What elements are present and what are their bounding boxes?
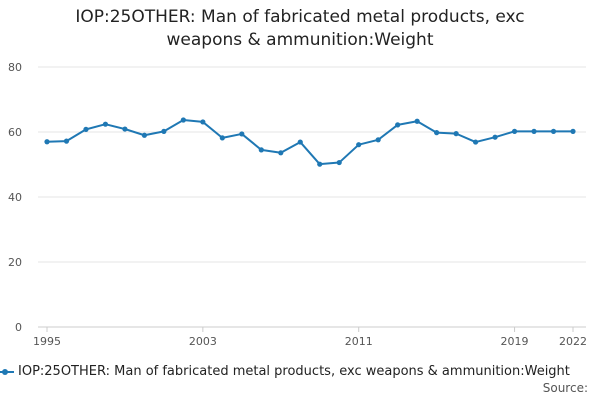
data-point-2006[interactable] [258, 147, 264, 153]
data-point-2016[interactable] [453, 131, 459, 137]
data-point-2013[interactable] [395, 122, 401, 128]
data-point-1996[interactable] [63, 138, 70, 144]
data-point-1999[interactable] [122, 126, 128, 132]
series-group [44, 117, 576, 167]
data-point-2015[interactable] [434, 130, 440, 136]
data-point-2012[interactable] [375, 137, 381, 143]
data-point-1995[interactable] [44, 139, 50, 145]
x-tick-label-2003: 2003 [189, 335, 217, 348]
y-tick-label-20: 20 [8, 256, 22, 269]
x-axis: 1995 2003 2011 2019 2022 [33, 327, 587, 348]
data-point-2011[interactable] [356, 142, 362, 148]
data-point-2009[interactable] [317, 161, 323, 167]
data-point-2022[interactable] [570, 128, 576, 134]
grid-lines [38, 66, 586, 328]
data-point-2003[interactable] [200, 119, 206, 125]
y-axis-ticks: 0 20 40 60 80 [8, 61, 22, 334]
data-point-2001[interactable] [161, 128, 167, 134]
data-point-2005[interactable] [239, 131, 245, 137]
chart-title: IOP:25OTHER: Man of fabricated metal pro… [0, 6, 600, 52]
legend[interactable]: IOP:25OTHER: Man of fabricated metal pro… [0, 364, 570, 379]
data-point-2019[interactable] [511, 128, 518, 134]
data-point-2020[interactable] [531, 128, 537, 134]
data-point-2018[interactable] [492, 134, 498, 140]
legend-label: IOP:25OTHER: Man of fabricated metal pro… [18, 364, 570, 379]
legend-swatch-icon [0, 367, 14, 377]
data-point-2010[interactable] [336, 159, 342, 166]
x-tick-label-1995: 1995 [33, 335, 61, 348]
x-tick-label-2011: 2011 [345, 335, 373, 348]
data-point-2021[interactable] [550, 128, 557, 134]
data-point-1998[interactable] [102, 121, 109, 127]
data-point-1997[interactable] [83, 126, 89, 132]
data-point-2002[interactable] [180, 117, 186, 123]
x-tick-label-2019: 2019 [501, 335, 529, 348]
x-tick-label-2022: 2022 [559, 335, 587, 348]
y-tick-label-60: 60 [8, 126, 22, 139]
y-tick-label-80: 80 [8, 61, 22, 74]
chart-title-line-2: weapons & ammunition:Weight [166, 30, 434, 50]
data-point-2014[interactable] [414, 118, 420, 124]
data-point-2004[interactable] [219, 135, 225, 141]
source-label: Source: [542, 381, 588, 395]
data-point-2017[interactable] [472, 139, 479, 145]
data-point-2008[interactable] [297, 139, 303, 145]
series-line-0 [46, 118, 573, 166]
data-point-2007[interactable] [278, 150, 284, 156]
y-tick-label-40: 40 [8, 191, 22, 204]
y-tick-label-0: 0 [15, 321, 22, 334]
chart-title-line-1: IOP:25OTHER: Man of fabricated metal pro… [75, 7, 525, 27]
data-point-2000[interactable] [141, 132, 148, 138]
